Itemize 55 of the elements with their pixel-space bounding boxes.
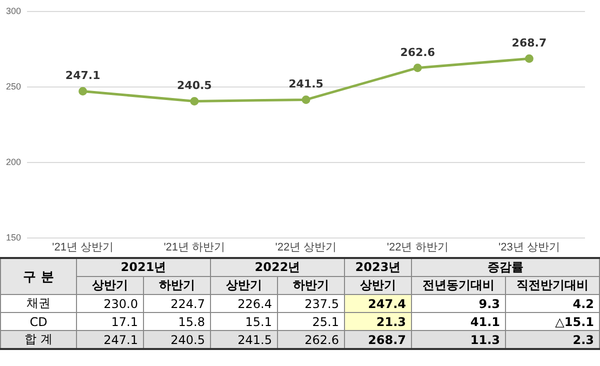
text: 240.5 xyxy=(170,332,205,346)
text: 241.5 xyxy=(238,332,272,346)
text: 2021년 xyxy=(76,258,210,276)
x-tick-label: '21년 하반기 xyxy=(164,241,226,254)
data-label: 268.7 xyxy=(512,36,547,50)
data-label: 240.5 xyxy=(177,79,212,92)
text: 4.2 xyxy=(572,296,594,310)
text: 268.7 xyxy=(368,332,406,346)
text: 2.3 xyxy=(572,332,594,346)
text: △15.1 xyxy=(555,314,594,328)
text: 17.1 xyxy=(111,314,138,328)
text: 15.1 xyxy=(245,314,272,328)
point xyxy=(302,95,310,104)
category-label: 직전반기대비 xyxy=(506,276,600,294)
text: 224.7 xyxy=(170,296,205,310)
category-label: CD xyxy=(30,314,48,328)
text: 2023년 xyxy=(344,258,412,276)
x-tick-label: '21년 상반기 xyxy=(52,241,114,254)
y-tick-label: 200 xyxy=(6,156,22,167)
category-label: 전년동기대비 xyxy=(412,276,506,294)
text: 구 분 xyxy=(0,258,76,294)
y-tick-label: 300 xyxy=(6,6,22,16)
category-label: 상반기 xyxy=(76,276,144,294)
text: 증감률 xyxy=(412,258,600,276)
x-tick-label: '22년 상반기 xyxy=(275,241,337,254)
data-label: 262.6 xyxy=(400,46,436,59)
category-label: 합 계 xyxy=(24,332,52,346)
point xyxy=(413,64,422,72)
text: 21.3 xyxy=(376,314,406,328)
x-tick-label: '22년 하반기 xyxy=(386,241,448,254)
text: 25.1 xyxy=(312,314,339,328)
text: 237.5 xyxy=(304,296,339,310)
text: 230.0 xyxy=(104,296,138,310)
category-label: 상반기 xyxy=(344,276,412,294)
point xyxy=(190,96,199,106)
data-label: 247.1 xyxy=(65,69,100,82)
text: 226.4 xyxy=(238,296,272,310)
text: 262.6 xyxy=(304,332,339,346)
category-label: 하반기 xyxy=(144,276,210,294)
text: 2022년 xyxy=(210,258,344,276)
category-label: 채권 xyxy=(26,296,50,310)
text: 11.3 xyxy=(470,332,500,346)
text: 247.4 xyxy=(368,296,406,310)
text: 247.1 xyxy=(104,332,138,346)
text: 9.3 xyxy=(478,296,500,310)
point xyxy=(524,54,534,63)
text: 41.1 xyxy=(470,314,500,328)
y-tick-label: 150 xyxy=(6,232,22,242)
data-label: 241.5 xyxy=(288,78,324,91)
text: 15.8 xyxy=(178,314,205,328)
x-tick-label: '23년 상반기 xyxy=(498,241,560,254)
point xyxy=(78,86,88,96)
y-tick-label: 250 xyxy=(6,81,22,92)
category-label: 상반기 xyxy=(210,276,278,294)
category-label: 하반기 xyxy=(278,276,344,294)
